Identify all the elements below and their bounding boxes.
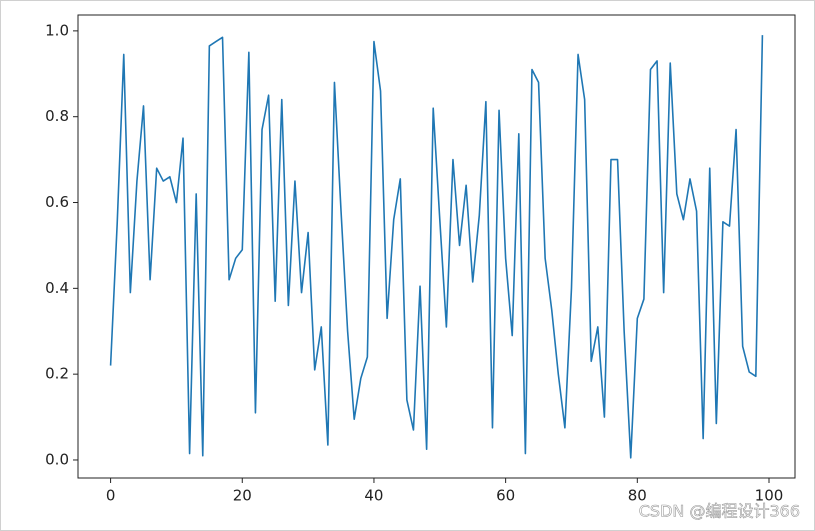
x-tick-label: 60 — [496, 487, 515, 505]
data-line — [109, 35, 764, 459]
y-tick-label: 0.2 — [45, 365, 69, 383]
x-tick-label: 80 — [628, 487, 647, 505]
plot-area — [77, 14, 796, 479]
y-tick-label: 0.8 — [45, 107, 69, 125]
y-tick-label: 1.0 — [45, 21, 69, 39]
y-tick-label: 0.6 — [45, 193, 69, 211]
x-tick-label: 20 — [233, 487, 252, 505]
watermark: CSDN @编程设计366 — [639, 502, 800, 521]
x-tick-label: 100 — [755, 487, 784, 505]
y-tick-label: 0.0 — [45, 450, 69, 468]
x-tick-label: 0 — [106, 487, 116, 505]
x-tick-label: 40 — [364, 487, 383, 505]
y-tick-label: 0.4 — [45, 279, 69, 297]
